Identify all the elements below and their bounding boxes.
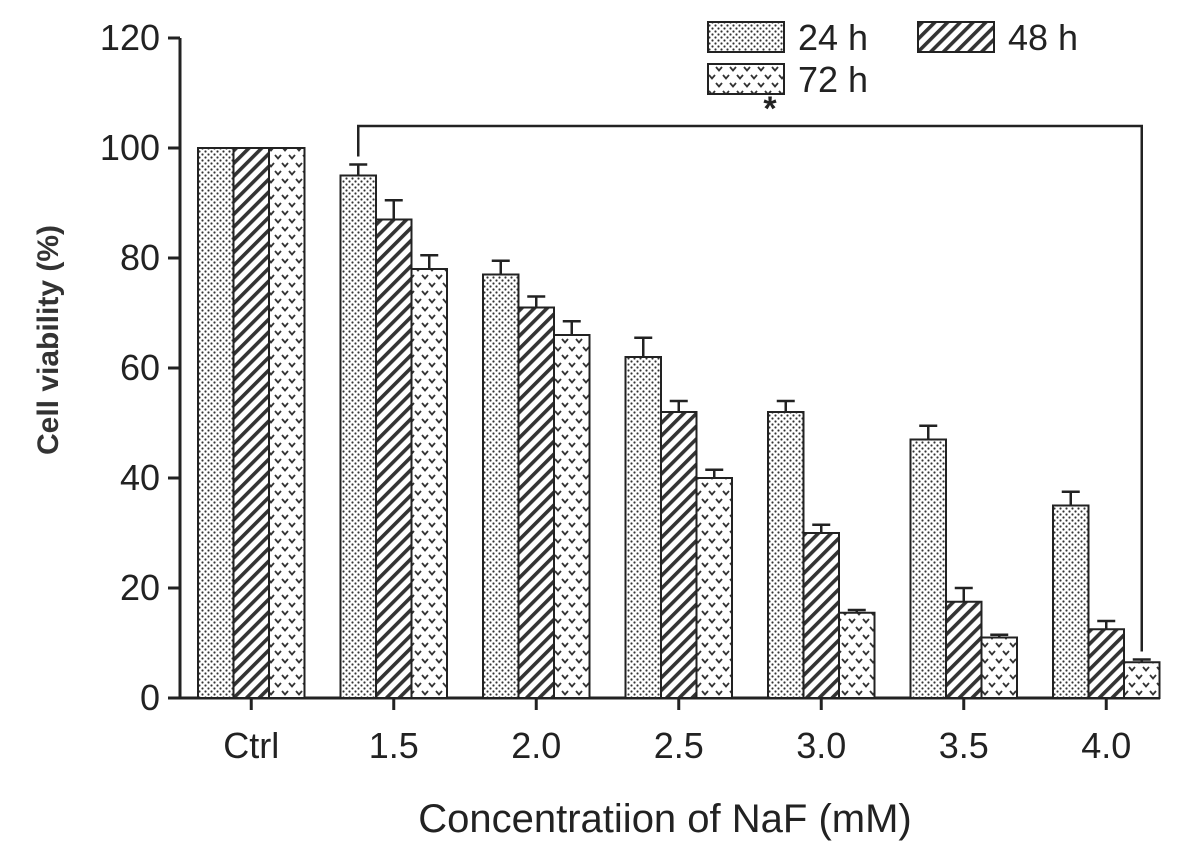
x-ticks: Ctrl 1.5 2.0 2.5 3.0 3.5 4.0 bbox=[223, 698, 1131, 766]
y-tick-label: 0 bbox=[140, 677, 160, 718]
x-tick-label: 3.0 bbox=[796, 725, 846, 766]
bar-24h-1.5 bbox=[339, 174, 377, 699]
bar-24h-2.0 bbox=[482, 273, 520, 699]
bar-48h-3.0 bbox=[802, 532, 840, 699]
bar-72h-Ctrl bbox=[268, 147, 306, 699]
bar-72h-1.5 bbox=[410, 268, 448, 699]
y-axis: 0 20 40 60 80 100 120 bbox=[100, 17, 182, 718]
bar-72h-3.0 bbox=[838, 611, 876, 699]
x-tick-label: Ctrl bbox=[223, 725, 279, 766]
x-axis: Ctrl 1.5 2.0 2.5 3.0 3.5 4.0 bbox=[180, 696, 1160, 766]
y-tick-label: 60 bbox=[120, 347, 160, 388]
bar-72h-2.0 bbox=[553, 334, 591, 699]
y-tick-label: 20 bbox=[120, 567, 160, 608]
significance-bracket: * bbox=[357, 90, 1143, 652]
legend-swatch-48h bbox=[917, 21, 995, 53]
bar-24h-3.0 bbox=[767, 411, 805, 699]
bar-72h-4.0 bbox=[1123, 661, 1161, 699]
x-axis-title: Concentratiion of NaF (mM) bbox=[418, 797, 911, 841]
y-ticks: 0 20 40 60 80 100 120 bbox=[100, 17, 180, 718]
bar-48h-Ctrl bbox=[232, 147, 270, 699]
legend-label-72h: 72 h bbox=[798, 59, 868, 100]
bar-48h-3.5 bbox=[945, 600, 983, 699]
y-tick-label: 40 bbox=[120, 457, 160, 498]
legend-label-24h: 24 h bbox=[798, 17, 868, 58]
y-tick-label: 80 bbox=[120, 237, 160, 278]
bar-48h-2.5 bbox=[660, 411, 698, 699]
significance-star: * bbox=[763, 90, 777, 128]
x-tick-label: 1.5 bbox=[369, 725, 419, 766]
bar-48h-1.5 bbox=[375, 218, 413, 699]
bar-72h-3.5 bbox=[980, 636, 1018, 699]
error-bars bbox=[349, 163, 1151, 663]
legend-swatch-24h bbox=[707, 21, 785, 53]
y-tick-label: 100 bbox=[100, 127, 160, 168]
x-tick-label: 3.5 bbox=[939, 725, 989, 766]
bar-48h-4.0 bbox=[1087, 628, 1125, 699]
legend-label-48h: 48 h bbox=[1008, 17, 1078, 58]
y-axis-title: Cell viability (%) bbox=[32, 225, 65, 455]
bar-72h-2.5 bbox=[695, 477, 733, 699]
x-tick-label: 4.0 bbox=[1081, 725, 1131, 766]
x-tick-label: 2.0 bbox=[511, 725, 561, 766]
bars bbox=[197, 147, 1161, 699]
bar-24h-Ctrl bbox=[197, 147, 235, 699]
x-tick-label: 2.5 bbox=[654, 725, 704, 766]
bar-24h-4.0 bbox=[1052, 504, 1090, 699]
significance-bracket-line bbox=[357, 124, 1143, 652]
y-tick-label: 120 bbox=[100, 17, 160, 58]
bar-24h-3.5 bbox=[909, 438, 947, 699]
bar-48h-2.0 bbox=[517, 306, 555, 699]
legend-swatch-72h bbox=[707, 63, 785, 95]
legend: 24 h 48 h 72 h bbox=[707, 17, 1078, 100]
bar-24h-2.5 bbox=[624, 356, 662, 699]
